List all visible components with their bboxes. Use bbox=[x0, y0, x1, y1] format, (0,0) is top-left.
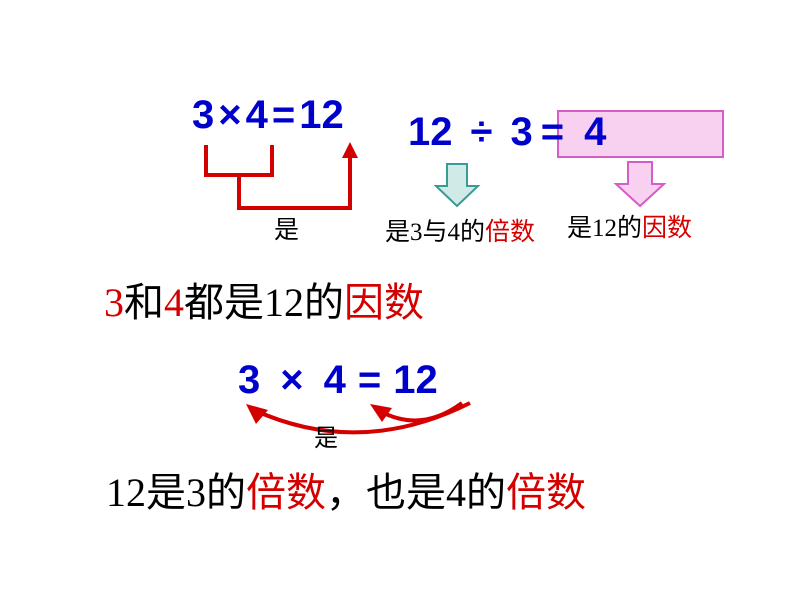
eq2-b: 3 bbox=[510, 110, 536, 154]
equation-1: 3 × 4 = 12 bbox=[192, 93, 344, 138]
l2-p1: 12是3的 bbox=[106, 470, 246, 515]
eq3-op: × bbox=[264, 358, 319, 402]
eq1-a: 3 bbox=[192, 93, 214, 137]
l1-p2: 和 bbox=[124, 280, 164, 325]
eq1-eq: = bbox=[272, 93, 295, 137]
arc-label: 是 bbox=[314, 418, 338, 453]
eq2-eq: = bbox=[541, 110, 580, 154]
eq1-op: × bbox=[218, 93, 241, 137]
l2-p2: 倍数 bbox=[246, 470, 326, 515]
statement-2: 12是3的倍数，也是4的倍数 bbox=[106, 460, 586, 518]
eq2-a: 12 bbox=[408, 110, 453, 154]
annotation-multiple: 是3与4的倍数 bbox=[385, 212, 535, 248]
l1-p4: 都是12的 bbox=[184, 280, 344, 325]
arc-arrows-icon bbox=[230, 400, 530, 450]
eq3-a: 3 bbox=[238, 358, 260, 402]
equation-3: 3 × 4 = 12 bbox=[238, 358, 438, 403]
l1-p5: 因数 bbox=[344, 280, 424, 325]
eq1-b: 4 bbox=[246, 93, 268, 137]
eq2-op: ÷ bbox=[457, 110, 507, 154]
l1-p1: 3 bbox=[104, 280, 124, 325]
eq3-r: 12 bbox=[393, 358, 438, 402]
equation-2: 12 ÷ 3 = 4 bbox=[408, 110, 606, 155]
ann2-pre: 是12的 bbox=[567, 215, 642, 242]
l2-p4: 倍数 bbox=[506, 470, 586, 515]
annotation-factor: 是12的因数 bbox=[567, 208, 692, 244]
down-arrow-pink-icon bbox=[612, 160, 668, 210]
ann1-hl: 倍数 bbox=[485, 219, 535, 246]
eq2-r: 4 bbox=[584, 110, 606, 154]
bracket-arrow-icon bbox=[190, 140, 380, 220]
l1-p3: 4 bbox=[164, 280, 184, 325]
eq1-r: 12 bbox=[299, 93, 344, 137]
statement-1: 3和4都是12的因数 bbox=[104, 270, 424, 328]
ann2-hl: 因数 bbox=[642, 215, 692, 242]
ann1-pre: 是3与4的 bbox=[385, 219, 485, 246]
down-arrow-aqua-icon bbox=[432, 162, 482, 210]
bracket-label: 是 bbox=[274, 210, 299, 246]
eq3-eq: = bbox=[350, 358, 389, 402]
eq3-b: 4 bbox=[324, 358, 346, 402]
l2-p3: ，也是4的 bbox=[326, 470, 506, 515]
